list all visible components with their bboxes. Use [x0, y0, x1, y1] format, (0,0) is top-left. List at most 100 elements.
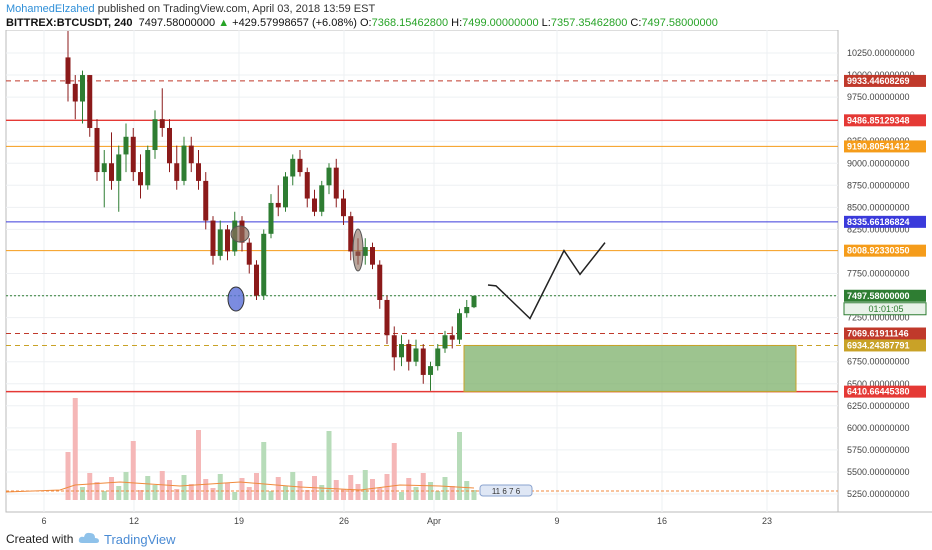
volume-bar: [181, 475, 187, 500]
candle-body: [377, 264, 383, 300]
high-label: H:: [451, 17, 463, 29]
candle-body: [109, 163, 114, 181]
volume-bar: [362, 470, 368, 500]
chart-header: MohamedElzahed published on TradingView.…: [0, 0, 932, 30]
candle-body: [341, 198, 346, 217]
price-level-label: 6410.66445380: [847, 387, 910, 397]
volume-bar: [80, 487, 85, 500]
volume-bar: [413, 487, 419, 500]
volume-ma-line: [5, 481, 475, 493]
candle-body: [290, 158, 296, 177]
volume-bar: [109, 477, 114, 500]
symbol-label[interactable]: BITTREX:BTCUSDT, 240: [6, 17, 133, 29]
x-tick-label: 12: [129, 516, 139, 526]
candle-body: [152, 119, 158, 151]
candle-body: [406, 344, 412, 362]
y-tick-label: 9000.00000000: [847, 158, 910, 168]
y-tick-label: 8250.00000000: [847, 224, 910, 234]
price-level-label: 7069.61911146: [847, 329, 909, 339]
candle-body: [225, 229, 230, 252]
candle-body: [442, 335, 448, 349]
volume-bar: [116, 486, 122, 500]
author-link[interactable]: MohamedElzahed: [6, 3, 95, 15]
candle-body: [123, 136, 129, 155]
volume-bar: [341, 489, 346, 500]
volume-bar: [254, 473, 259, 500]
candle-body: [181, 145, 187, 181]
open-value: 7368.15462800: [371, 17, 449, 29]
candle-body: [304, 172, 310, 199]
volume-bar: [442, 477, 448, 500]
candle-body: [87, 75, 93, 128]
last-price: 7497.58000000: [138, 17, 216, 29]
volume-bar: [333, 480, 339, 500]
candle-body: [101, 163, 107, 173]
price-level-label: 9933.44608269: [847, 76, 910, 86]
created-with-text: Created with: [6, 532, 74, 546]
candle-body: [283, 176, 288, 208]
volume-bar: [203, 479, 209, 500]
candle-body: [312, 198, 317, 212]
volume-bar: [239, 478, 245, 500]
countdown-badge: [843, 302, 927, 316]
x-tick-label: 16: [657, 516, 667, 526]
y-tick-label: 6500.00000000: [847, 379, 910, 389]
candle-body: [399, 344, 404, 358]
candle-body: [174, 163, 180, 181]
y-tick-label: 5750.00000000: [847, 445, 910, 455]
candle-body: [80, 75, 85, 102]
events-badge: [479, 484, 533, 497]
candle-body: [457, 313, 462, 340]
projection-path: [487, 242, 606, 320]
y-tick-label: 6250.00000000: [847, 401, 910, 411]
candle-body: [319, 185, 325, 212]
candle-body: [145, 150, 151, 186]
y-tick-label: 6750.00000000: [847, 357, 910, 367]
price-level-label: 8335.66186824: [847, 217, 910, 227]
candle-body: [246, 242, 252, 265]
marker-ellipse-blue: [227, 286, 245, 312]
high-value: 7499.00000000: [462, 17, 539, 29]
publish-line: MohamedElzahed published on TradingView.…: [6, 3, 375, 16]
x-tick-label: 26: [339, 516, 349, 526]
volume-bar: [101, 491, 107, 500]
volume-bar: [138, 490, 143, 500]
candle-body: [362, 247, 368, 256]
candle-body: [94, 127, 100, 173]
candle-body: [391, 335, 397, 358]
volume-bar: [428, 482, 433, 500]
volume-bar: [167, 480, 172, 500]
tradingview-brand[interactable]: TradingView: [104, 532, 176, 547]
candle-body: [413, 348, 419, 362]
volume-bar: [174, 489, 180, 500]
marker-ellipse-brown: [352, 228, 364, 272]
price-change: +429.57998657 (+6.08%): [232, 17, 357, 29]
volume-bar: [399, 492, 404, 500]
candle-body: [217, 229, 223, 256]
low-value: 7357.35462800: [550, 17, 628, 29]
candle-body: [464, 307, 470, 314]
volume-bar: [87, 473, 93, 500]
price-level-badge: [844, 385, 926, 398]
candle-body: [370, 247, 375, 265]
price-chart[interactable]: 10250.0000000010000.000000009750.0000000…: [0, 30, 932, 527]
candle-body: [65, 57, 71, 84]
candle-body: [210, 220, 216, 256]
close-label: C:: [630, 17, 642, 29]
volume-bar: [435, 491, 441, 500]
price-level-badge: [844, 140, 926, 153]
price-level-badge: [844, 244, 926, 257]
published-text: published on TradingView.com, April 03, …: [97, 3, 376, 15]
volume-bar: [275, 477, 281, 500]
candle-body: [333, 167, 339, 199]
y-tick-label: 9750.00000000: [847, 92, 910, 102]
candle-body: [116, 154, 122, 181]
volume-bar: [152, 485, 158, 500]
y-tick-label: 8750.00000000: [847, 180, 910, 190]
low-label: L:: [541, 17, 551, 29]
y-tick-label: 10250.00000000: [847, 48, 915, 58]
volume-bar: [449, 486, 455, 500]
volume-bar: [304, 490, 310, 500]
volume-bar: [72, 398, 78, 500]
price-level-label: 9486.85129348: [847, 115, 910, 125]
